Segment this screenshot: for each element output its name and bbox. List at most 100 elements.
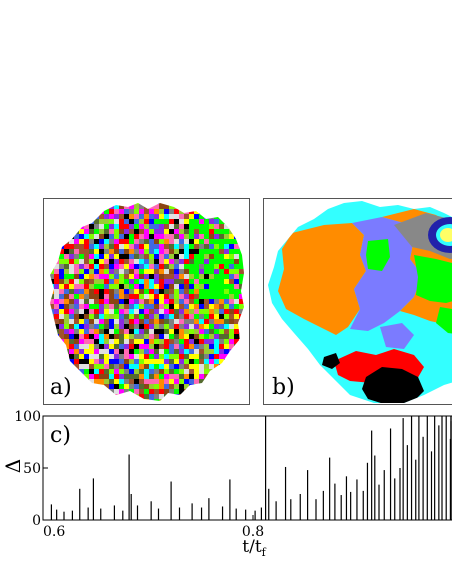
domain-cell: [184, 304, 189, 309]
domain-cell: [119, 309, 124, 314]
domain-cell: [139, 203, 144, 204]
domain-cell: [169, 354, 174, 359]
domain-cell: [204, 289, 209, 294]
domain-cell: [234, 384, 239, 389]
domain-cell: [59, 259, 64, 264]
domain-cell: [144, 244, 149, 249]
domain-cell: [234, 264, 239, 269]
domain-cell: [214, 244, 219, 249]
domain-cell: [54, 274, 59, 279]
domain-cell: [124, 304, 129, 309]
domain-cell: [124, 204, 129, 209]
domain-cell: [134, 209, 139, 214]
domain-cell: [229, 309, 234, 314]
domain-cell: [214, 384, 219, 389]
domain-cell: [154, 354, 159, 359]
domain-cell: [229, 203, 234, 204]
domain-cell: [154, 339, 159, 344]
domain-cell: [214, 344, 219, 349]
domain-cell: [174, 254, 179, 259]
domain-cell: [109, 384, 114, 389]
domain-cell: [84, 299, 89, 304]
domain-cell: [189, 339, 194, 344]
y-tick-label: 100: [14, 409, 41, 425]
domain-cell: [219, 349, 224, 354]
domain-cell: [129, 299, 134, 304]
domain-cell: [204, 344, 209, 349]
domain-cell: [204, 374, 209, 379]
domain-cell: [179, 314, 184, 319]
domain-cell: [194, 254, 199, 259]
domain-cell: [79, 389, 84, 394]
domain-cell: [54, 339, 59, 344]
domain-cell: [189, 324, 194, 329]
domain-cell: [134, 269, 139, 274]
domain-cell: [89, 304, 94, 309]
domain-cell: [239, 334, 244, 339]
domain-cell: [50, 279, 54, 284]
domain-cell: [184, 384, 189, 389]
domain-cell: [99, 329, 104, 334]
domain-cell: [224, 334, 229, 339]
domain-cell: [209, 289, 214, 294]
domain-cell: [159, 389, 164, 394]
domain-cell: [164, 249, 169, 254]
domain-cell: [134, 364, 139, 369]
domain-cell: [59, 214, 64, 219]
domain-cell: [184, 209, 189, 214]
domain-cell: [179, 369, 184, 374]
domain-cell: [54, 294, 59, 299]
domain-cell: [239, 299, 244, 304]
domain-cell: [104, 279, 109, 284]
domain-cell: [109, 244, 114, 249]
domain-cell: [69, 344, 74, 349]
domain-cell: [134, 294, 139, 299]
domain-cell: [199, 214, 204, 219]
domain-cell: [169, 399, 174, 401]
domain-cell: [69, 203, 74, 204]
domain-cell: [159, 284, 164, 289]
domain-cell: [114, 219, 119, 224]
domain-cell: [94, 209, 99, 214]
domain-cell: [179, 344, 184, 349]
domain-cell: [144, 324, 149, 329]
domain-cell: [144, 289, 149, 294]
domain-cell: [94, 204, 99, 209]
domain-cell: [144, 354, 149, 359]
domain-cell: [179, 224, 184, 229]
domain-cell: [164, 394, 169, 399]
domain-cell: [234, 314, 239, 319]
domain-cell: [124, 344, 129, 349]
domain-cell: [214, 229, 219, 234]
domain-cell: [229, 314, 234, 319]
domain-cell: [144, 219, 149, 224]
domain-cell: [114, 214, 119, 219]
domain-cell: [44, 284, 49, 289]
domain-cell: [164, 334, 169, 339]
domain-cell: [64, 259, 69, 264]
domain-cell: [214, 399, 219, 401]
domain-cell: [174, 239, 179, 244]
domain-cell: [199, 289, 204, 294]
domain-cell: [89, 214, 94, 219]
domain-cell: [194, 394, 199, 399]
domain-cell: [154, 279, 159, 284]
domain-cell: [104, 269, 109, 274]
domain-cell: [239, 324, 244, 329]
domain-cell: [124, 324, 129, 329]
domain-cell: [139, 224, 144, 229]
domain-cell: [174, 394, 179, 399]
domain-cell: [144, 299, 149, 304]
domain-cell: [174, 314, 179, 319]
domain-cell: [229, 354, 234, 359]
domain-cell: [119, 314, 124, 319]
domain-cell: [94, 394, 99, 399]
domain-cell: [209, 209, 214, 214]
domain-cell: [54, 369, 59, 374]
domain-cell: [149, 314, 154, 319]
domain-cell: [99, 274, 104, 279]
domain-cell: [144, 294, 149, 299]
domain-cell: [139, 264, 144, 269]
domain-cell: [44, 274, 49, 279]
domain-cell: [194, 284, 199, 289]
